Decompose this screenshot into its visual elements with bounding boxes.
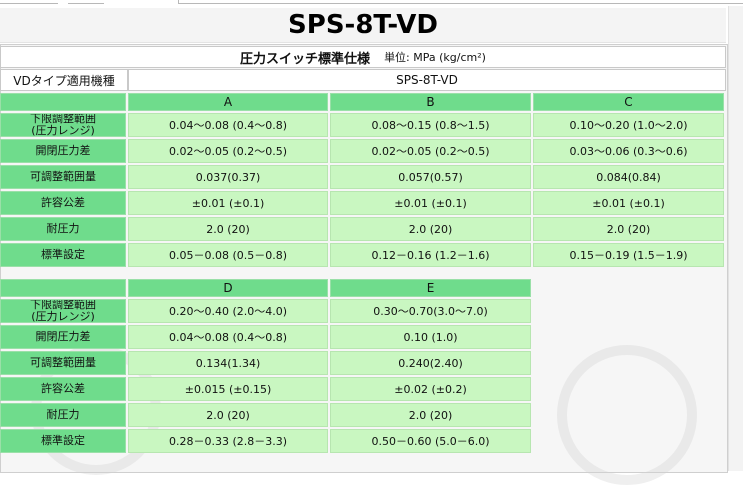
tab-fragment [68, 0, 104, 4]
row-label-text: (圧力レンジ) [31, 124, 95, 137]
vertical-scrollbar[interactable] [728, 6, 743, 471]
value-cell: ±0.015 (±0.15) [128, 377, 328, 401]
unit-text: 単位: MPa (kg/cm²) [384, 51, 486, 64]
row-label-text: 開閉圧力差 [35, 144, 91, 157]
corner-cell [0, 93, 126, 111]
row-label: 可調整範囲量 [0, 351, 126, 375]
row-label-text: 標準設定 [41, 434, 85, 447]
column-header-e: E [330, 279, 531, 297]
address-fragment [178, 0, 743, 4]
row-label: 下限調整範囲 (圧力レンジ) [0, 299, 126, 323]
model-name: SPS-8T-VD [128, 69, 726, 91]
row-label: 耐圧力 [0, 403, 126, 427]
tab-fragment [0, 0, 58, 4]
row-label-text: (圧力レンジ) [31, 310, 95, 323]
row-label: 許容公差 [0, 377, 126, 401]
title-bar: SPS-8T-VD [0, 8, 726, 43]
browser-top-strip [0, 0, 743, 6]
corner-cell [0, 279, 126, 297]
row-label-text: 下限調整範囲 [30, 299, 96, 311]
row-label: 開閉圧力差 [0, 139, 126, 163]
value-cell: 0.04～0.08 (0.4～0.8) [128, 325, 328, 349]
value-cell: 0.12－0.16 (1.2－1.6) [330, 243, 531, 267]
row-label: 可調整範囲量 [0, 165, 126, 189]
watermark-decoration [557, 345, 697, 485]
row-label: 下限調整範囲 (圧力レンジ) [0, 113, 126, 137]
row-label-text: 耐圧力 [46, 222, 80, 235]
row-label-text: 許容公差 [41, 196, 85, 209]
value-cell: 2.0 (20) [533, 217, 724, 241]
caption-text: 圧力スイッチ標準仕様 [240, 51, 371, 67]
type-label: VDタイプ適用機種 [0, 69, 128, 91]
value-cell: 0.02～0.05 (0.2～0.5) [128, 139, 328, 163]
column-header-d: D [128, 279, 328, 297]
row-label-text: 下限調整範囲 [30, 113, 96, 125]
value-cell: 0.240(2.40) [330, 351, 531, 375]
value-cell: 0.04～0.08 (0.4～0.8) [128, 113, 328, 137]
row-label: 許容公差 [0, 191, 126, 215]
value-cell: 0.10 (1.0) [330, 325, 531, 349]
row-label-text: 標準設定 [41, 248, 85, 261]
value-cell: 2.0 (20) [330, 403, 531, 427]
row-label: 標準設定 [0, 243, 126, 267]
column-header-b: B [330, 93, 531, 111]
value-cell: 0.08～0.15 (0.8～1.5) [330, 113, 531, 137]
value-cell: 0.05－0.08 (0.5－0.8) [128, 243, 328, 267]
value-cell: 0.15－0.19 (1.5－1.9) [533, 243, 724, 267]
value-cell: 0.134(1.34) [128, 351, 328, 375]
row-label-text: 可調整範囲量 [30, 170, 96, 183]
page-title: SPS-8T-VD [288, 10, 438, 40]
value-cell: 2.0 (20) [128, 403, 328, 427]
value-cell: ±0.02 (±0.2) [330, 377, 531, 401]
value-cell: 0.084(0.84) [533, 165, 724, 189]
value-cell: 0.037(0.37) [128, 165, 328, 189]
row-label-text: 許容公差 [41, 382, 85, 395]
value-cell: 0.03～0.06 (0.3～0.6) [533, 139, 724, 163]
value-cell: 0.02～0.05 (0.2～0.5) [330, 139, 531, 163]
row-label: 耐圧力 [0, 217, 126, 241]
row-label-text: 開閉圧力差 [35, 330, 91, 343]
value-cell: 0.057(0.57) [330, 165, 531, 189]
column-header-a: A [128, 93, 328, 111]
value-cell: 0.10～0.20 (1.0～2.0) [533, 113, 724, 137]
row-label: 開閉圧力差 [0, 325, 126, 349]
table-caption: 圧力スイッチ標準仕様 単位: MPa (kg/cm²) [0, 46, 726, 68]
value-cell: ±0.01 (±0.1) [533, 191, 724, 215]
value-cell: 2.0 (20) [128, 217, 328, 241]
value-cell: ±0.01 (±0.1) [330, 191, 531, 215]
row-label-text: 可調整範囲量 [30, 356, 96, 369]
row-label-text: 耐圧力 [46, 408, 80, 421]
value-cell: 2.0 (20) [330, 217, 531, 241]
row-label: 標準設定 [0, 429, 126, 453]
value-cell: 0.30～0.70(3.0～7.0) [330, 299, 531, 323]
value-cell: 0.20～0.40 (2.0～4.0) [128, 299, 328, 323]
value-cell: ±0.01 (±0.1) [128, 191, 328, 215]
value-cell: 0.28－0.33 (2.8－3.3) [128, 429, 328, 453]
column-header-c: C [533, 93, 724, 111]
value-cell: 0.50－0.60 (5.0－6.0) [330, 429, 531, 453]
